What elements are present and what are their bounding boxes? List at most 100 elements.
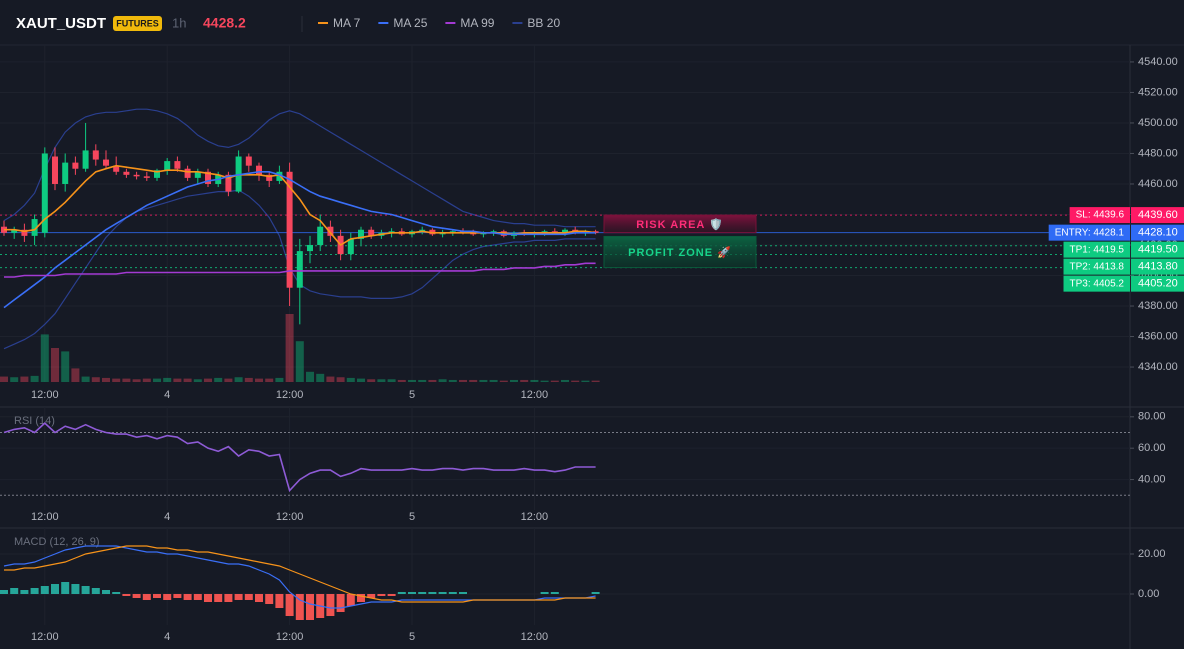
level-price: 4419.50 [1138, 244, 1178, 256]
histogram-bar [61, 582, 70, 594]
level-price: 4428.10 [1138, 227, 1178, 239]
volume-bar [10, 377, 19, 382]
volume-bar [489, 379, 498, 382]
x-tick-label: 12:00 [31, 389, 59, 401]
histogram-bar [40, 586, 49, 594]
histogram-bar [122, 594, 131, 596]
volume-bar [204, 378, 212, 382]
histogram-bar [550, 592, 559, 594]
candle-body [72, 162, 79, 169]
level-label: TP3: 4405.2 [1070, 278, 1125, 289]
volume-bar [357, 378, 365, 382]
volume-bar [255, 378, 263, 382]
level-label-bg [1048, 224, 1130, 241]
candle-body [133, 174, 140, 177]
histogram-bar [306, 594, 314, 620]
volume-bar [306, 371, 314, 382]
volume-bar [81, 376, 90, 382]
volume-bar [61, 351, 70, 382]
histogram-bar [255, 594, 263, 602]
histogram-bar [183, 594, 192, 600]
histogram-bar [91, 588, 100, 594]
histogram-bar [540, 592, 549, 594]
badge-bg [113, 16, 162, 31]
candle-body [358, 229, 364, 239]
candle-body [174, 161, 181, 169]
y-tick-label: 4360.00 [1138, 330, 1178, 342]
histogram-bar [214, 594, 223, 602]
histogram-bar [418, 592, 427, 594]
candle-body [317, 226, 324, 246]
x-tick-label: 12:00 [31, 511, 59, 523]
volume-bar [153, 378, 161, 382]
candle-body [296, 251, 303, 288]
pane-title: MACD (12, 26, 9) [14, 536, 100, 548]
zone [603, 235, 757, 269]
volume-bar [346, 377, 355, 382]
level-price: 4439.60 [1138, 209, 1178, 221]
histogram-bar [285, 594, 294, 616]
volume-bar [112, 378, 121, 382]
histogram-bar [438, 592, 447, 594]
volume-bar [571, 380, 580, 382]
level-label: ENTRY: 4428.1 [1055, 227, 1125, 238]
y-tick-label: 4540.00 [1138, 56, 1178, 68]
x-tick-label: 5 [409, 389, 415, 401]
volume-bar [142, 378, 151, 382]
y-tick-label: 4500.00 [1138, 117, 1178, 129]
volume-bar [336, 377, 345, 382]
bollinger-upper [3, 108, 596, 228]
x-tick-label: 4 [164, 511, 170, 523]
histogram-bar [357, 594, 365, 602]
volume-bar [224, 378, 233, 382]
legend-label: BB 20 [527, 16, 560, 30]
candle-body [307, 245, 313, 252]
volume-bar [132, 379, 141, 382]
y-tick-label: 4380.00 [1138, 300, 1178, 312]
histogram-bar [0, 590, 8, 594]
candle-body [92, 150, 99, 160]
level-label: TP1: 4419.5 [1070, 244, 1125, 255]
volume-bar [550, 380, 559, 382]
last-price: 4428.2 [203, 15, 246, 31]
x-tick-label: 5 [409, 631, 415, 643]
x-tick-label: 4 [164, 631, 170, 643]
volume-bar [520, 379, 529, 382]
volume-bar [530, 379, 539, 382]
x-tick-label: 12:00 [276, 511, 304, 523]
pane-title: RSI (14) [14, 415, 55, 427]
legend-label: MA 99 [460, 16, 494, 30]
histogram-bar [234, 594, 243, 600]
x-tick-label: 5 [409, 511, 415, 523]
x-tick-label: 12:00 [276, 631, 304, 643]
candle-body [225, 174, 232, 192]
candle-body [82, 150, 89, 169]
x-tick-label: 12:00 [276, 389, 304, 401]
zone-label: RISK AREA 🛡️ [636, 218, 723, 231]
candle-body [154, 170, 160, 178]
volume-bar [0, 376, 8, 382]
candle-body [266, 174, 273, 181]
volume-bar [469, 379, 478, 382]
level-label-bg [1063, 241, 1130, 258]
candle-body [184, 168, 191, 178]
histogram-bar [459, 592, 467, 594]
volume-bar [540, 380, 549, 382]
volume-bar [91, 377, 100, 382]
volume-bar [214, 377, 223, 382]
histogram-bar [142, 594, 151, 600]
histogram-bar [10, 588, 19, 594]
candle-body [52, 156, 58, 184]
y-tick-label: 80.00 [1138, 411, 1166, 423]
volume-bar [581, 380, 590, 382]
volume-bar [428, 379, 437, 382]
candle-body [276, 171, 283, 181]
y-tick-label: 0.00 [1138, 588, 1159, 600]
volume-bar [102, 377, 110, 382]
candle-body [31, 219, 38, 236]
histogram-bar [387, 594, 396, 596]
candle-body [164, 161, 171, 171]
volume-bar [275, 377, 284, 382]
